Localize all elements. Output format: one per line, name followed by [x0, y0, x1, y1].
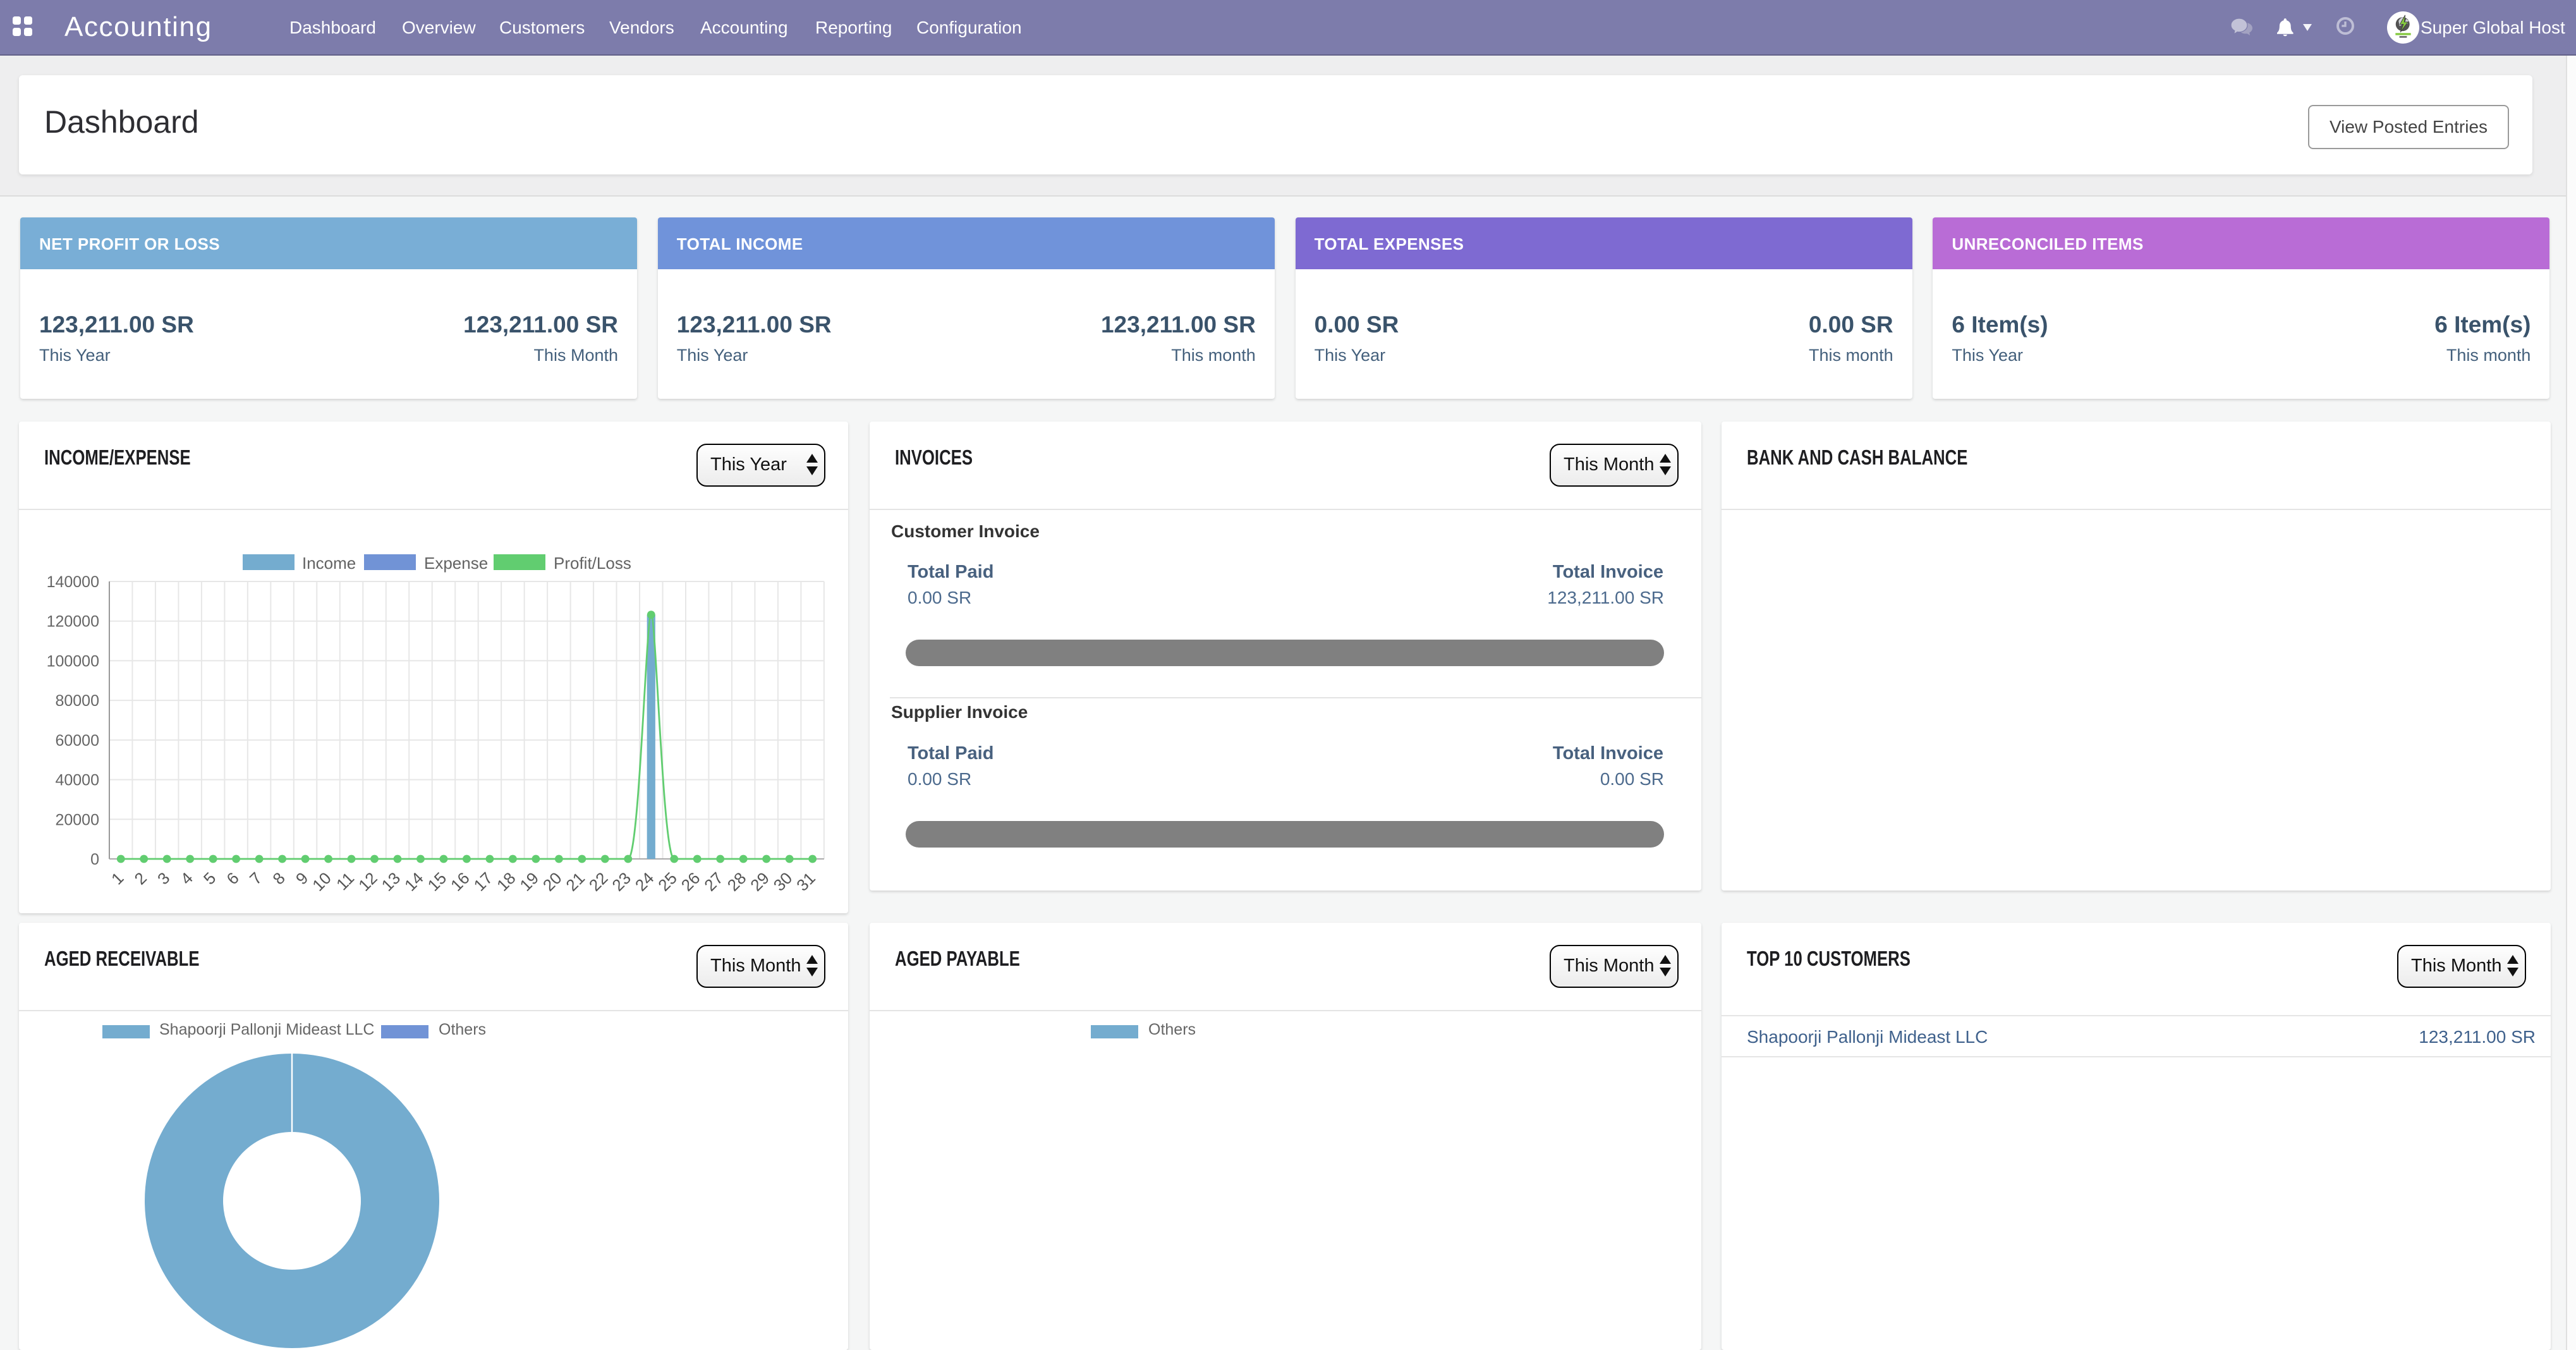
svg-text:10: 10 [308, 868, 335, 895]
svg-text:40000: 40000 [55, 772, 99, 789]
svg-text:25: 25 [654, 868, 681, 895]
svg-text:22: 22 [585, 868, 612, 895]
svg-text:31: 31 [793, 868, 819, 895]
svg-text:12: 12 [355, 868, 381, 895]
svg-text:29: 29 [746, 868, 773, 895]
svg-text:7: 7 [246, 868, 265, 888]
svg-text:15: 15 [424, 868, 451, 895]
svg-text:100000: 100000 [47, 652, 99, 670]
svg-text:20000: 20000 [55, 811, 99, 829]
svg-text:23: 23 [608, 868, 635, 895]
svg-text:30: 30 [770, 868, 796, 895]
svg-text:21: 21 [562, 868, 588, 895]
svg-text:80000: 80000 [55, 692, 99, 710]
svg-text:19: 19 [516, 868, 542, 895]
svg-text:8: 8 [269, 868, 288, 888]
svg-text:2: 2 [131, 868, 150, 888]
svg-text:120000: 120000 [47, 613, 99, 631]
svg-text:20: 20 [539, 868, 566, 895]
svg-text:27: 27 [700, 868, 727, 895]
svg-text:24: 24 [631, 868, 658, 895]
svg-text:140000: 140000 [47, 573, 99, 591]
svg-text:17: 17 [470, 868, 496, 895]
svg-text:28: 28 [724, 868, 750, 895]
svg-text:1: 1 [107, 868, 127, 888]
svg-text:0: 0 [90, 851, 99, 868]
svg-text:Income: Income [302, 554, 356, 573]
svg-text:5: 5 [200, 868, 219, 888]
svg-text:13: 13 [378, 868, 404, 895]
svg-text:26: 26 [677, 868, 704, 895]
svg-text:16: 16 [447, 868, 473, 895]
svg-text:60000: 60000 [55, 732, 99, 750]
svg-text:4: 4 [176, 868, 196, 888]
svg-text:6: 6 [222, 868, 242, 888]
svg-text:Profit/Loss: Profit/Loss [554, 554, 631, 573]
svg-text:3: 3 [154, 868, 173, 888]
svg-text:9: 9 [292, 868, 312, 888]
svg-text:14: 14 [401, 868, 427, 895]
svg-text:18: 18 [493, 868, 519, 895]
svg-text:Expense: Expense [424, 554, 488, 573]
